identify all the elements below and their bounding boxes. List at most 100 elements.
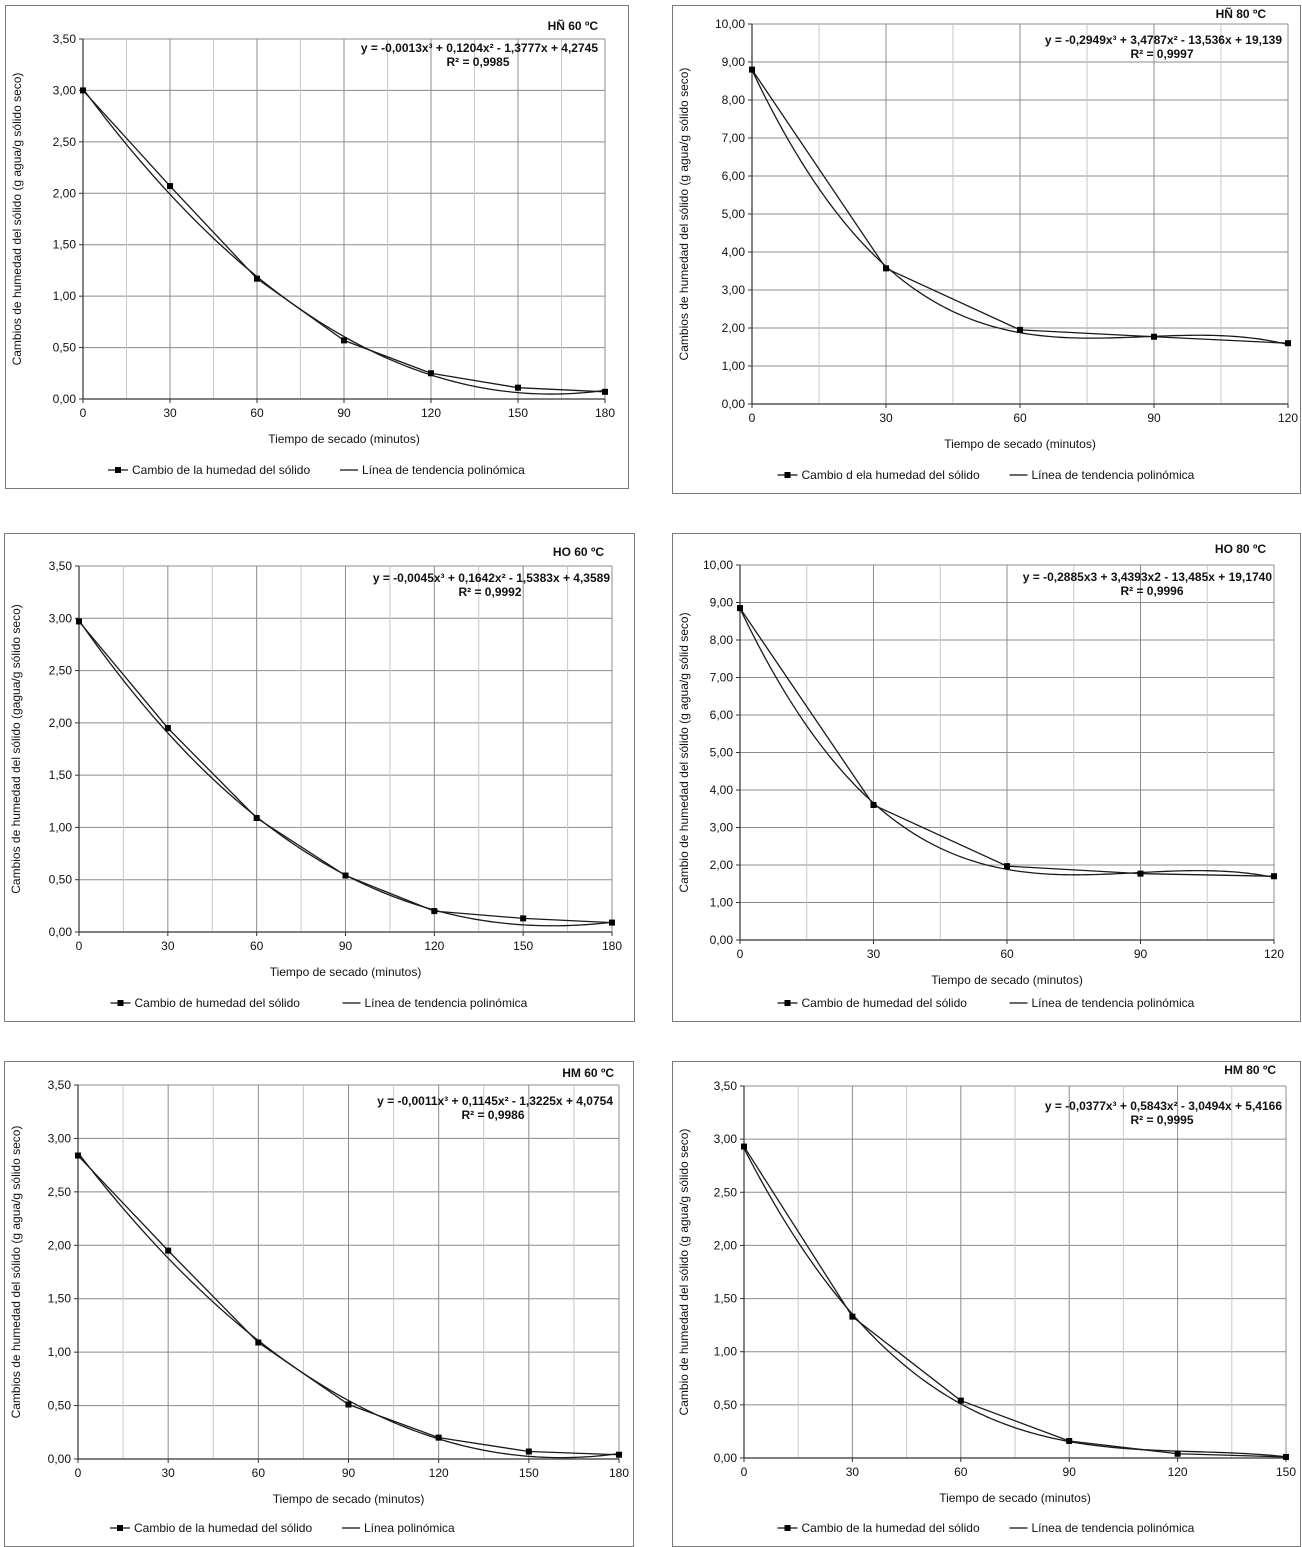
data-point [1138, 871, 1144, 877]
y-tick-label: 1,00 [710, 896, 734, 910]
y-tick-label: 2,50 [714, 1185, 738, 1199]
chart-frame [673, 534, 1301, 1022]
data-point [254, 276, 260, 282]
data-point [80, 87, 86, 93]
x-tick-label: 90 [339, 939, 353, 953]
x-tick-label: 30 [846, 1465, 860, 1479]
r-squared-label: R² = 0,9985 [446, 55, 509, 69]
data-point [343, 873, 349, 879]
legend-trend-label: Línea de tendencia polinómica [1032, 468, 1195, 482]
x-tick-label: 120 [1278, 411, 1298, 425]
y-tick-label: 0,00 [714, 1451, 738, 1465]
y-tick-label: 9,00 [722, 55, 746, 69]
data-point [1283, 1454, 1289, 1460]
chart-title: HO 60 ºC [553, 545, 604, 559]
legend-series-label: Cambio de la humedad del sólido [132, 463, 310, 477]
data-point [436, 1435, 442, 1441]
y-tick-label: 3,50 [714, 1079, 738, 1093]
y-tick-label: 1,50 [53, 238, 77, 252]
data-point [520, 915, 526, 921]
y-axis-label: Cambios de humedad del sólido (g agua/g … [9, 1126, 23, 1419]
y-tick-label: 3,00 [48, 1131, 72, 1145]
trendline-equation: y = -0,0377x³ + 0,5843x² - 3,0494x + 5,4… [1045, 1099, 1283, 1113]
y-tick-label: 3,00 [710, 821, 734, 835]
x-tick-label: 30 [161, 939, 175, 953]
y-tick-label: 1,50 [48, 1292, 72, 1306]
y-tick-label: 5,00 [710, 746, 734, 760]
x-tick-label: 90 [1134, 947, 1148, 961]
y-tick-label: 1,00 [722, 359, 746, 373]
chart-panel-1: 0,00 0,50 1,00 1,50 2,00 2,50 3,00 3,50 0 30 60 90 1… [6, 6, 629, 489]
x-tick-label: 60 [250, 406, 264, 420]
data-point [602, 389, 608, 395]
chart-panel-6: 0,000,501,001,502,002,503,003,500 30 60 90 1… [673, 1062, 1301, 1547]
x-axis-label: Tiempo de secado (minutos) [268, 432, 420, 446]
y-tick-label: 0,00 [53, 392, 77, 406]
y-tick-label: 10,00 [703, 558, 733, 572]
y-tick-label: 1,50 [714, 1292, 738, 1306]
data-point [75, 1153, 81, 1159]
data-point [526, 1449, 532, 1455]
x-tick-label: 180 [595, 406, 615, 420]
x-tick-label: 180 [602, 939, 622, 953]
legend-series-label: Cambio de la humedad del sólido [802, 1521, 980, 1535]
data-point [254, 815, 260, 821]
x-tick-label: 60 [1000, 947, 1014, 961]
x-tick-label: 0 [741, 1465, 748, 1479]
data-point [737, 605, 743, 611]
data-point [1017, 327, 1023, 333]
x-tick-label: 90 [337, 406, 351, 420]
x-tick-label: 90 [1063, 1465, 1077, 1479]
y-tick-label: 9,00 [710, 596, 734, 610]
y-tick-label: 1,00 [49, 820, 73, 834]
chart-panel-4: 0,00 1,00 2,00 3,00 4,00 5,00 6,00 7,00 8,00 9,00… [673, 534, 1301, 1022]
y-tick-label: 3,00 [53, 83, 77, 97]
x-tick-label: 0 [737, 947, 744, 961]
y-tick-label: 4,00 [710, 783, 734, 797]
data-point [1285, 340, 1291, 346]
chart-title: HÑ 60 ºC [548, 18, 599, 33]
x-tick-label: 30 [879, 411, 893, 425]
r-squared-label: R² = 0,9992 [458, 585, 521, 599]
y-tick-label: 2,00 [53, 186, 77, 200]
y-tick-label: 8,00 [710, 633, 734, 647]
data-point [167, 183, 173, 189]
y-tick-label: 2,50 [48, 1185, 72, 1199]
data-point [883, 265, 889, 271]
y-tick-label: 1,50 [49, 768, 73, 782]
x-tick-label: 150 [1276, 1465, 1296, 1479]
x-tick-label: 150 [513, 939, 533, 953]
x-tick-label: 60 [954, 1465, 968, 1479]
data-point [1066, 1438, 1072, 1444]
y-axis-label: Cambio de humedad del sólido (g agua/g s… [677, 612, 691, 892]
x-tick-label: 150 [519, 1466, 539, 1480]
legend-series-label: Cambio de humedad del sólido [135, 996, 301, 1010]
x-tick-label: 150 [508, 406, 528, 420]
y-axis-label: Cambios de humedad del sólido (g agua/g … [10, 73, 24, 366]
trendline-equation: y = -0,2885x3 + 3,4393x2 - 13,485x + 19,… [1023, 570, 1273, 584]
legend-series-label: Cambio d ela humedad del sólido [802, 468, 980, 482]
y-tick-label: 2,50 [53, 135, 77, 149]
y-tick-label: 1,00 [714, 1345, 738, 1359]
x-tick-label: 120 [429, 1466, 449, 1480]
y-tick-label: 2,00 [710, 858, 734, 872]
chart-panel-3: 0,000,501,001,502,002,503,003,500 30 60 90 1… [5, 534, 635, 1022]
chart-title: HO 80 ºC [1215, 542, 1266, 556]
chart-panel-5: 0,000,501,001,502,002,503,003,500 30 60 90 1… [5, 1062, 634, 1547]
chart-frame [673, 6, 1301, 494]
data-point [428, 370, 434, 376]
y-tick-label: 6,00 [710, 708, 734, 722]
data-point [165, 725, 171, 731]
x-tick-label: 60 [252, 1466, 266, 1480]
y-tick-label: 7,00 [722, 131, 746, 145]
legend-trend-label: Línea de tendencia polinómica [362, 463, 525, 477]
data-point [341, 337, 347, 343]
data-point [958, 1398, 964, 1404]
data-point [255, 1340, 261, 1346]
x-tick-label: 90 [342, 1466, 356, 1480]
legend-trend-label: Línea de tendencia polinómica [365, 996, 528, 1010]
data-point [849, 1314, 855, 1320]
data-point [741, 1144, 747, 1150]
x-tick-label: 120 [424, 939, 444, 953]
